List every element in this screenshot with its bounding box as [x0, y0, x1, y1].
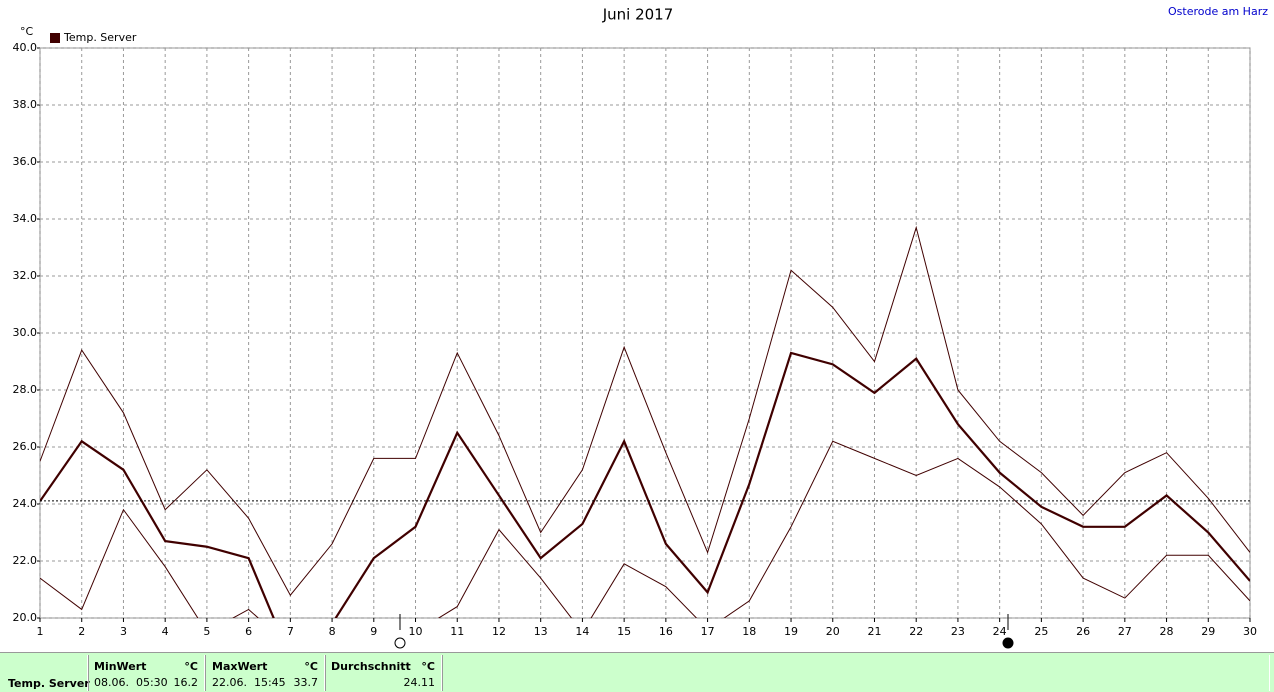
- x-tick-label: 30: [1243, 625, 1257, 638]
- y-tick-label: 30.0: [13, 326, 38, 339]
- y-tick-label: 22.0: [13, 554, 38, 567]
- x-tick-label: 3: [120, 625, 127, 638]
- x-tick-label: 17: [701, 625, 715, 638]
- avg-label: Durchschnitt: [331, 660, 411, 673]
- min-unit: °C: [184, 660, 198, 673]
- x-tick-label: 13: [534, 625, 548, 638]
- lines: [40, 225, 1250, 618]
- max-unit: °C: [304, 660, 318, 673]
- y-tick-label: 20.0: [13, 611, 38, 624]
- x-tick-label: 15: [617, 625, 631, 638]
- y-tick-label: 36.0: [13, 155, 38, 168]
- x-tick-label: 9: [370, 625, 377, 638]
- y-tick-label: 32.0: [13, 269, 38, 282]
- chart-title: Juni 2017: [602, 6, 674, 24]
- x-tick-label: 8: [329, 625, 336, 638]
- y-tick-label: 40.0: [13, 41, 38, 54]
- avg-value: 24.11: [403, 676, 436, 689]
- series-line: [40, 440, 1250, 618]
- x-tick-label: 10: [409, 625, 423, 638]
- legend-label: Temp. Server: [63, 31, 137, 44]
- max-time: 22.06. 15:45: [212, 676, 286, 689]
- min-value: 16.2: [173, 676, 199, 689]
- x-tick-label: 6: [245, 625, 252, 638]
- avg-unit: °C: [421, 660, 435, 673]
- x-tick-label: 29: [1201, 625, 1215, 638]
- status-cell: Durchschnitt °C 24.11: [325, 655, 442, 691]
- status-cell: Temp. Server: [0, 655, 90, 691]
- x-tick-label: 18: [742, 625, 756, 638]
- max-value: 33.7: [293, 676, 319, 689]
- x-tick-label: 1: [37, 625, 44, 638]
- y-unit: °C: [20, 25, 34, 38]
- new-moon-icon: [1002, 637, 1014, 649]
- x-tick-label: 2: [78, 625, 85, 638]
- location: Osterode am Harz: [1168, 5, 1268, 18]
- grid: [37, 47, 1251, 622]
- full-moon-icon: [394, 637, 406, 649]
- x-tick-label: 23: [951, 625, 965, 638]
- x-tick-label: 7: [287, 625, 294, 638]
- x-tick-label: 14: [575, 625, 589, 638]
- y-tick-label: 38.0: [13, 98, 38, 111]
- x-tick-label: 26: [1076, 625, 1090, 638]
- x-tick-label: 12: [492, 625, 506, 638]
- x-tick-label: 25: [1034, 625, 1048, 638]
- x-tick-label: 19: [784, 625, 798, 638]
- status-bar: Temp. Server MinWert °C 08.06. 05:30 16.…: [0, 652, 1274, 692]
- x-tick-label: 16: [659, 625, 673, 638]
- min-label: MinWert: [94, 660, 147, 673]
- status-cell: [442, 655, 1270, 691]
- x-tick-label: 11: [450, 625, 464, 638]
- x-tick-label: 27: [1118, 625, 1132, 638]
- y-tick-label: 24.0: [13, 497, 38, 510]
- min-time: 08.06. 05:30: [94, 676, 168, 689]
- legend-swatch: [50, 33, 60, 43]
- max-label: MaxWert: [212, 660, 268, 673]
- series-line: [40, 225, 1250, 597]
- y-tick-label: 28.0: [13, 383, 38, 396]
- y-tick-label: 26.0: [13, 440, 38, 453]
- x-tick-label: 28: [1160, 625, 1174, 638]
- status-cell: MaxWert °C 22.06. 15:45 33.7: [205, 655, 325, 691]
- x-tick-label: 20: [826, 625, 840, 638]
- series-line-main: [40, 351, 1250, 618]
- chart: Juni 2017 Osterode am Harz °C Temp. Serv…: [13, 5, 1268, 649]
- status-cell: MinWert °C 08.06. 05:30 16.2: [88, 655, 205, 691]
- x-tick-label: 4: [162, 625, 169, 638]
- x-tick-label: 21: [867, 625, 881, 638]
- y-tick-label: 34.0: [13, 212, 38, 225]
- x-tick-label: 5: [203, 625, 210, 638]
- x-tick-label: 22: [909, 625, 923, 638]
- x-tick-label: 24: [993, 625, 1007, 638]
- row-label: Temp. Server: [8, 677, 90, 690]
